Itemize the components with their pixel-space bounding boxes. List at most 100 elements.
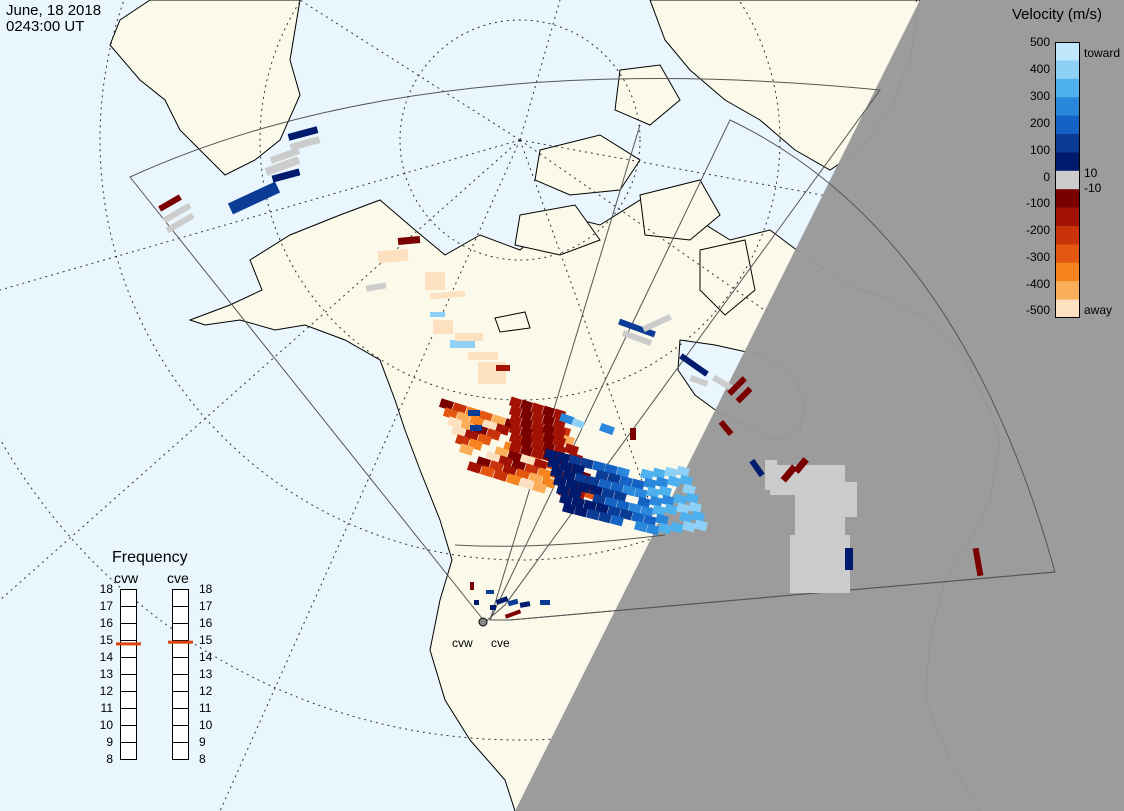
velocity-cell bbox=[495, 596, 509, 605]
velocity-cell bbox=[468, 410, 480, 416]
velocity-cell bbox=[508, 423, 523, 436]
velocity-cell bbox=[287, 126, 319, 141]
colorbar-tick-label: 200 bbox=[1029, 116, 1050, 130]
velocity-cell bbox=[673, 493, 687, 506]
velocity-cell bbox=[519, 408, 534, 421]
frequency-scale-label: 11 bbox=[100, 700, 113, 715]
velocity-cell bbox=[586, 508, 600, 521]
velocity-cell bbox=[793, 457, 809, 474]
frequency-scale-label: 9 bbox=[199, 734, 206, 749]
colorbar-swatch bbox=[1055, 262, 1080, 282]
velocity-cell bbox=[795, 495, 845, 535]
velocity-cell bbox=[559, 493, 573, 506]
velocity-cell bbox=[530, 447, 545, 460]
velocity-cell bbox=[550, 466, 564, 479]
velocity-cell bbox=[540, 600, 550, 605]
colorbar-swatch bbox=[1055, 134, 1080, 153]
legend-away-label: away bbox=[1084, 303, 1113, 317]
colorbar-swatch bbox=[1055, 244, 1080, 264]
velocity-cell bbox=[458, 443, 475, 456]
velocity-cell bbox=[679, 353, 709, 377]
velocity-cell bbox=[649, 495, 663, 508]
velocity-cell bbox=[541, 432, 556, 445]
frequency-scale-label: 17 bbox=[99, 598, 113, 613]
velocity-cell bbox=[530, 429, 545, 442]
frequency-gauges bbox=[116, 589, 193, 760]
velocity-cell bbox=[365, 282, 387, 292]
frequency-scale-label: 8 bbox=[106, 751, 113, 766]
velocity-cell bbox=[610, 514, 624, 527]
velocity-cell bbox=[592, 460, 606, 473]
frequency-scale-label: 17 bbox=[199, 598, 213, 613]
velocity-cell bbox=[735, 386, 753, 404]
velocity-cell bbox=[574, 505, 588, 518]
velocity-cell bbox=[563, 443, 580, 456]
velocity-cell bbox=[685, 492, 699, 505]
velocity-cell bbox=[486, 590, 494, 594]
velocity-cell bbox=[508, 432, 523, 445]
velocity-cell bbox=[446, 416, 463, 429]
frequency-scale-label: 16 bbox=[99, 615, 113, 630]
velocity-cell bbox=[442, 407, 459, 420]
velocity-cell bbox=[631, 511, 645, 524]
velocity-cell bbox=[519, 435, 534, 448]
velocity-cell bbox=[508, 396, 523, 409]
velocity-cell bbox=[598, 511, 612, 524]
velocity-cell bbox=[652, 467, 666, 480]
velocity-cell bbox=[589, 484, 603, 497]
velocity-cell bbox=[496, 365, 510, 371]
frequency-scale-label: 11 bbox=[199, 700, 212, 715]
frequency-scale-label: 16 bbox=[199, 615, 213, 630]
velocity-cell bbox=[749, 458, 765, 478]
velocity-cell bbox=[470, 582, 474, 590]
velocity-cell bbox=[507, 598, 519, 607]
velocity-cell bbox=[227, 181, 281, 215]
velocity-cell bbox=[492, 469, 509, 482]
velocity-cell bbox=[845, 548, 853, 570]
colorbar-tick-label: -500 bbox=[1025, 303, 1050, 317]
velocity-cell bbox=[397, 236, 421, 245]
velocity-cell bbox=[541, 414, 556, 427]
colorbar-tick-label: 100 bbox=[1029, 143, 1050, 157]
velocity-cell bbox=[711, 374, 735, 392]
velocity-cell bbox=[679, 474, 693, 487]
frequency-scale-label: 14 bbox=[99, 649, 113, 664]
velocity-cell bbox=[508, 441, 523, 454]
velocity-cell bbox=[438, 398, 455, 411]
colorbar-tick-label: -400 bbox=[1025, 277, 1050, 291]
velocity-cell bbox=[667, 475, 681, 488]
velocity-cell bbox=[689, 375, 709, 387]
velocity-cell bbox=[727, 376, 747, 396]
velocity-cell bbox=[425, 272, 445, 290]
velocity-cell bbox=[634, 487, 648, 500]
velocity-cell bbox=[162, 202, 192, 224]
velocity-cell bbox=[450, 425, 467, 438]
velocity-cell bbox=[530, 420, 545, 433]
velocity-cell bbox=[519, 417, 534, 430]
velocity-cell bbox=[562, 502, 576, 515]
velocity-cell bbox=[454, 434, 471, 447]
frequency-scale-label: 10 bbox=[199, 717, 213, 732]
colorbar-swatch bbox=[1055, 170, 1080, 190]
velocity-cell bbox=[541, 405, 556, 418]
velocity-cell bbox=[676, 465, 690, 478]
frequency-title: Frequency bbox=[112, 549, 188, 566]
velocity-cell bbox=[691, 510, 705, 523]
velocity-cell bbox=[658, 522, 672, 535]
velocity-cell bbox=[430, 312, 445, 317]
frequency-radar-cve: cve bbox=[167, 570, 189, 586]
velocity-cell bbox=[519, 399, 534, 412]
velocity-cell bbox=[643, 477, 657, 490]
colorbar-tick-label: 500 bbox=[1029, 35, 1050, 49]
legend-toward-label: toward bbox=[1084, 46, 1121, 60]
velocity-cell bbox=[664, 466, 678, 479]
colorbar-swatch bbox=[1055, 207, 1080, 227]
colorbar-tick-label: -100 bbox=[1025, 196, 1050, 210]
frequency-scale-label: 14 bbox=[199, 649, 213, 664]
colorbar-swatch bbox=[1055, 42, 1080, 61]
velocity-echoes bbox=[158, 126, 984, 619]
colorbar-swatch bbox=[1055, 226, 1080, 245]
velocity-cell bbox=[519, 426, 534, 439]
velocity-cell bbox=[504, 609, 522, 619]
